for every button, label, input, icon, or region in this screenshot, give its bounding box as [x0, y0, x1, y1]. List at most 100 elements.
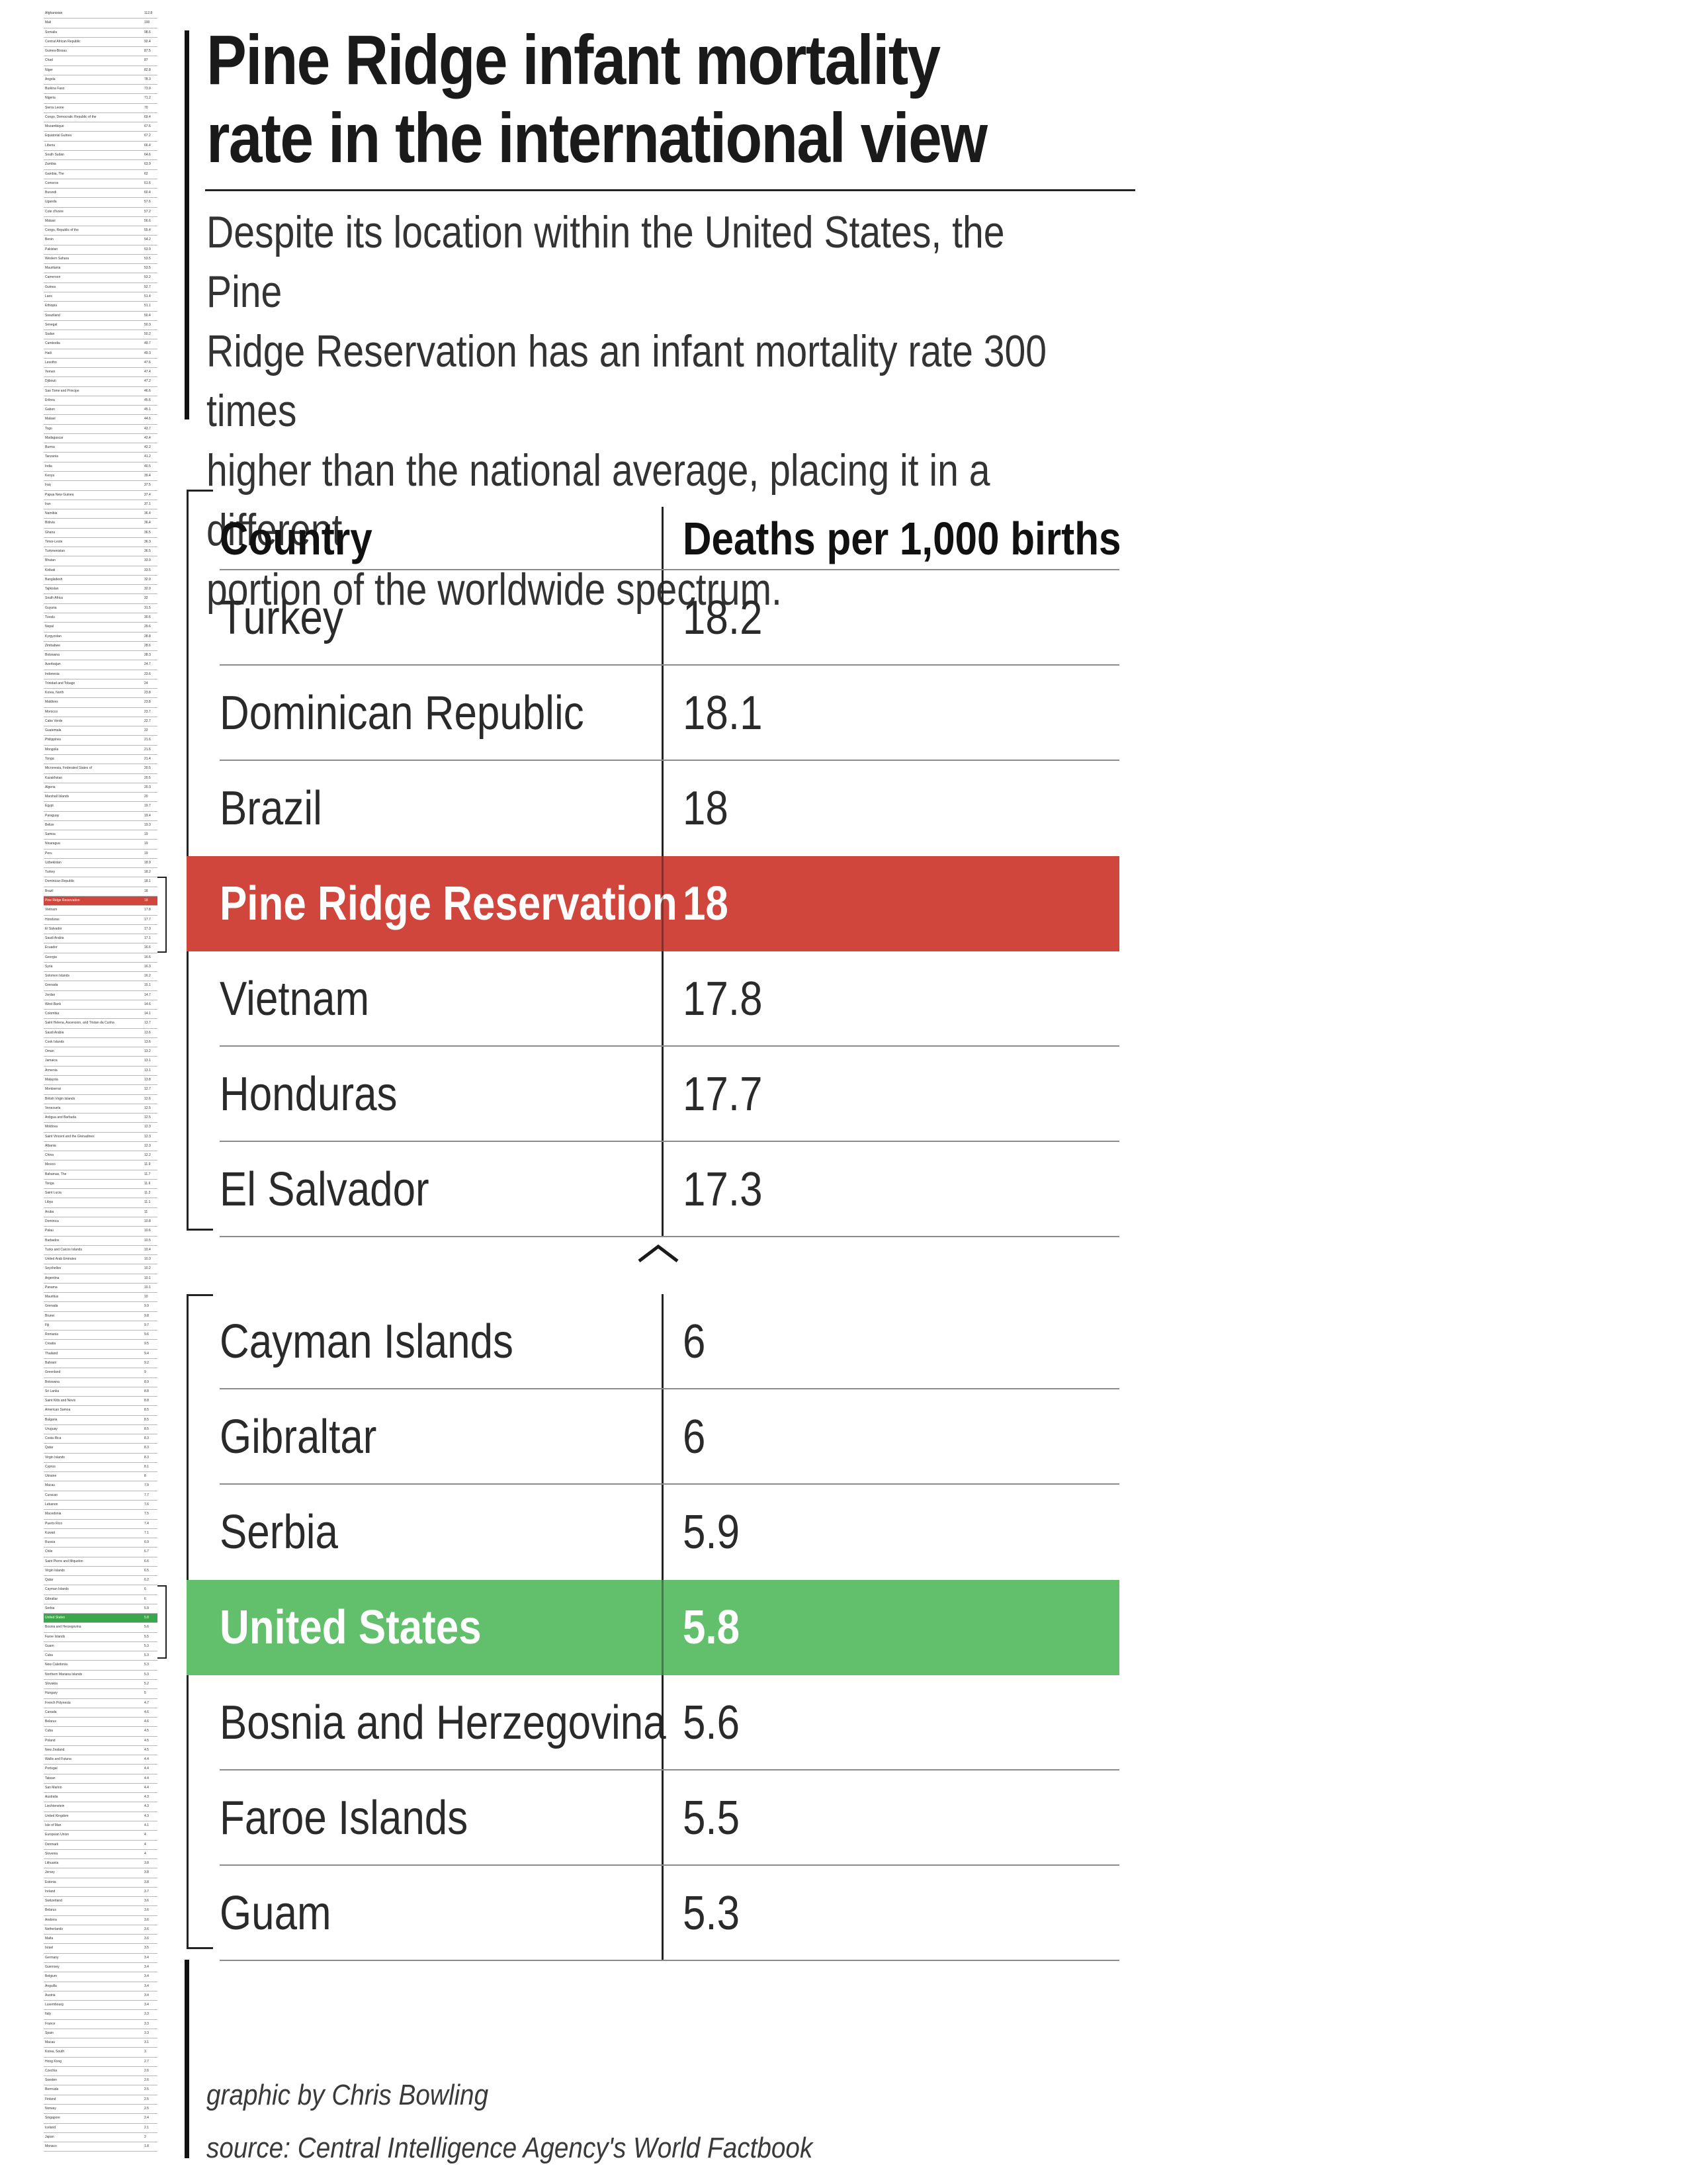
mini-list-row: Trinidad and Tobago 24: [44, 679, 157, 689]
mini-list-country: Hong Kong: [45, 2059, 62, 2064]
mini-list-value: 24: [144, 681, 148, 685]
mini-list-country: Sierra Leone: [45, 105, 64, 110]
mini-list-value: 5.9: [144, 1606, 149, 1610]
mini-list-row: Luxembourg 3.4: [44, 2001, 157, 2011]
mini-list-row: Venezuela 12.5: [44, 1104, 157, 1114]
mini-list-value: 57.6: [144, 200, 151, 204]
mini-list-country: American Samoa: [45, 1408, 71, 1413]
page-title: Pine Ridge infant mortality rate in the …: [206, 21, 1003, 177]
mini-list-value: 4.3: [144, 1813, 149, 1818]
mini-list-country: Netherlands: [45, 1927, 63, 1931]
mini-list-value: 2.6: [144, 2078, 149, 2083]
mini-list-value: 47.2: [144, 379, 151, 384]
subtitle-line-3: higher than the national average, placin…: [206, 445, 990, 555]
mini-list-value: 12.5: [144, 1106, 151, 1110]
mini-list-country: Macau: [45, 2040, 56, 2045]
mini-list-value: 13.7: [144, 1021, 151, 1026]
mini-list-value: 31.5: [144, 605, 151, 610]
mini-list-value: 16.6: [144, 945, 151, 950]
mini-list-country: Azerbaijan: [45, 662, 61, 667]
mini-list-row: Azerbaijan 24.7: [44, 660, 157, 670]
mini-list-row: Jersey 3.8: [44, 1868, 157, 1878]
mini-list-country: Bangladesh: [45, 577, 63, 582]
mini-list-value: 87.5: [144, 49, 151, 54]
mini-list-country: British Virgin Islands: [45, 1096, 75, 1101]
mini-list-country: Western Sahara: [45, 256, 69, 261]
deaths-value-cell: 18: [683, 877, 728, 930]
mini-lower-bracket: [157, 1585, 167, 1659]
mini-list-value: 4.5: [144, 1738, 149, 1743]
mini-list-value: 56.6: [144, 218, 151, 223]
mini-list-country: Lebanon: [45, 1502, 58, 1507]
mini-list-row: Belize 19.3: [44, 821, 157, 831]
mini-list-row: Costa Rica 8.3: [44, 1434, 157, 1444]
mini-list-country: Mali: [45, 21, 52, 25]
mini-list-country: Yemen: [45, 370, 56, 374]
mini-list-value: 3.4: [144, 1964, 149, 1969]
mini-list-row: Iceland 2.1: [44, 2124, 157, 2133]
mini-list-row: Barbados 10.5: [44, 1237, 157, 1246]
mini-list-row: Argentina 10.1: [44, 1274, 157, 1284]
source-credit: source: Central Intelligence Agency's Wo…: [206, 2132, 813, 2164]
mini-list-country: Morocco: [45, 709, 58, 714]
mini-list-value: 9.9: [144, 1304, 149, 1309]
mini-list-country: Andorra: [45, 1917, 57, 1922]
mini-list-row: Australia 4.3: [44, 1793, 157, 1803]
deaths-column-header: Deaths per 1,000 births: [683, 513, 1121, 564]
mini-list-country: Liberia: [45, 143, 56, 148]
mini-list-value: 5.3: [144, 1663, 149, 1667]
mini-list-row: Montserrat 12.7: [44, 1085, 157, 1095]
mini-list-value: 2.5: [144, 2106, 149, 2111]
country-cell: Bosnia and Herzegovina: [220, 1696, 666, 1749]
mini-list-value: 5.6: [144, 1625, 149, 1630]
mini-list-row: Samoa 19: [44, 830, 157, 840]
mini-list-row: Kenya 39.4: [44, 472, 157, 482]
mini-list-value: 6: [144, 1596, 146, 1601]
mini-list-value: 4.4: [144, 1785, 149, 1790]
mini-list-value: 10.4: [144, 1247, 151, 1252]
mini-list-value: 4: [144, 1833, 146, 1837]
mini-list-country: Croatia: [45, 1342, 56, 1346]
mini-list-row: Thailand 9.4: [44, 1350, 157, 1359]
mini-list-country: Monaco: [45, 2144, 57, 2149]
mini-list-value: 2: [144, 2134, 146, 2139]
mini-list-country: Solomon Islands: [45, 974, 69, 979]
table-row: El Salvador 17.3: [187, 1142, 1119, 1237]
mini-list-country: Tonga: [45, 1181, 54, 1186]
mini-list-row: Guernsey 3.4: [44, 1963, 157, 1973]
mini-list-value: 9.6: [144, 1332, 149, 1337]
mini-list-value: 112.8: [144, 11, 153, 15]
mini-list-row: Ireland 3.7: [44, 1888, 157, 1898]
mini-list-value: 16.2: [144, 974, 151, 979]
mini-list-value: 10.5: [144, 1238, 151, 1243]
mini-list-country: Japan: [45, 2134, 54, 2139]
mini-list-value: 36.3: [144, 539, 151, 544]
mini-list-country: Vietnam: [45, 908, 58, 912]
mini-list-country: Swaziland: [45, 313, 60, 318]
mini-list-country: Bermuda: [45, 2087, 59, 2092]
mini-list-value: 3: [144, 2050, 146, 2054]
mini-list-row: Moldova 12.3: [44, 1123, 157, 1133]
mini-list-value: 5.2: [144, 1682, 149, 1686]
mini-list-row: Gabon 45.1: [44, 406, 157, 415]
mini-list-country: Puerto Rico: [45, 1521, 63, 1526]
credits-accent-bar: [185, 1960, 189, 2158]
mini-list-row: Sao Tome and Principe 46.6: [44, 387, 157, 396]
mini-list-value: 10: [144, 1295, 148, 1299]
mini-list-value: 6: [144, 1587, 146, 1592]
mini-list-value: 3.4: [144, 1984, 149, 1988]
mini-list-country: Botswana: [45, 653, 60, 658]
mini-list-value: 73.9: [144, 87, 151, 91]
mini-list-value: 54.2: [144, 238, 151, 242]
mini-list-value: 5.3: [144, 1643, 149, 1648]
mini-list-value: 53.2: [144, 275, 151, 280]
mini-list-value: 11.9: [144, 1162, 151, 1167]
mini-list-country: Cayman Islands: [45, 1587, 69, 1592]
mini-list-row: Mozambique 67.6: [44, 122, 157, 132]
mini-list-country: Switzerland: [45, 1899, 62, 1903]
mini-list-country: Korea, North: [45, 691, 64, 695]
mini-list-country: Serbia: [45, 1606, 55, 1610]
mini-list-value: 17.7: [144, 917, 151, 922]
mini-list-country: Belgium: [45, 1974, 58, 1979]
mini-list-row: Korea, South 3: [44, 2048, 157, 2058]
